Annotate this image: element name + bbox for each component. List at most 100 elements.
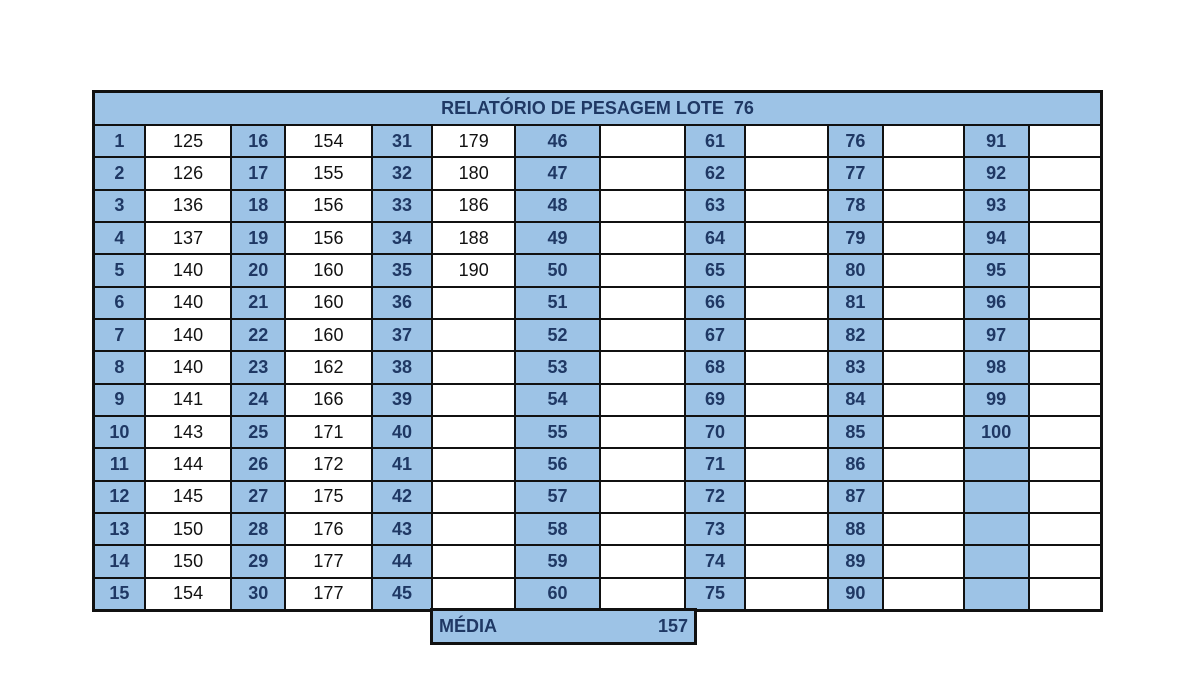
number-cell: 93	[964, 190, 1028, 221]
number-cell: 27	[232, 481, 285, 512]
number-cell: 17	[232, 158, 285, 189]
weight-cell	[746, 514, 828, 545]
number-cell: 98	[964, 352, 1028, 383]
weight-cell	[433, 578, 515, 609]
weight-cell	[1029, 158, 1100, 189]
weight-cell	[1029, 384, 1100, 415]
number-cell: 58	[516, 514, 599, 545]
number-cell: 94	[964, 223, 1028, 254]
number-cell: 9	[95, 384, 144, 415]
weight-cell	[433, 287, 515, 318]
weight-cell: 190	[433, 255, 515, 286]
weight-cell	[746, 320, 828, 351]
number-cell: 51	[516, 287, 599, 318]
number-cell: 53	[516, 352, 599, 383]
number-cell: 82	[829, 320, 882, 351]
weight-cell	[600, 320, 684, 351]
weight-cell: 188	[433, 223, 515, 254]
number-cell: 44	[372, 546, 432, 577]
weight-cell	[433, 384, 515, 415]
weight-cell	[1029, 126, 1100, 157]
number-cell: 55	[516, 417, 599, 448]
number-cell: 56	[516, 449, 599, 480]
number-cell: 95	[964, 255, 1028, 286]
average-label: MÉDIA	[439, 616, 497, 636]
number-cell: 64	[685, 223, 745, 254]
number-cell: 12	[95, 481, 144, 512]
weight-cell: 180	[433, 158, 515, 189]
weight-cell	[883, 514, 963, 545]
weight-cell	[600, 126, 684, 157]
number-cell: 72	[685, 481, 745, 512]
number-cell: 11	[95, 449, 144, 480]
number-cell: 4	[95, 223, 144, 254]
number-cell: 45	[372, 578, 432, 609]
weight-cell	[746, 546, 828, 577]
weight-cell: 154	[286, 126, 371, 157]
number-cell: 34	[372, 223, 432, 254]
weight-cell	[746, 190, 828, 221]
weight-cell	[883, 352, 963, 383]
weight-cell	[433, 417, 515, 448]
number-cell: 18	[232, 190, 285, 221]
number-cell: 99	[964, 384, 1028, 415]
number-cell: 85	[829, 417, 882, 448]
weight-cell	[883, 546, 963, 577]
weight-cell	[883, 578, 963, 609]
weight-cell	[600, 578, 684, 609]
number-cell: 76	[829, 126, 882, 157]
weight-cell: 160	[286, 320, 371, 351]
number-cell: 83	[829, 352, 882, 383]
number-cell: 38	[372, 352, 432, 383]
weight-cell: 171	[286, 417, 371, 448]
weight-cell	[746, 126, 828, 157]
weight-cell	[433, 320, 515, 351]
number-cell: 20	[232, 255, 285, 286]
number-cell: 80	[829, 255, 882, 286]
weight-cell: 125	[145, 126, 231, 157]
number-cell: 2	[95, 158, 144, 189]
number-cell	[964, 578, 1028, 609]
number-cell: 42	[372, 481, 432, 512]
weight-cell	[883, 255, 963, 286]
number-cell: 41	[372, 449, 432, 480]
weight-cell	[1029, 190, 1100, 221]
number-cell: 67	[685, 320, 745, 351]
number-cell	[964, 546, 1028, 577]
weight-cell: 150	[145, 514, 231, 545]
number-cell: 68	[685, 352, 745, 383]
weight-cell	[600, 158, 684, 189]
number-cell: 32	[372, 158, 432, 189]
weight-cell	[1029, 255, 1100, 286]
number-cell: 62	[685, 158, 745, 189]
weight-cell	[433, 546, 515, 577]
number-cell: 19	[232, 223, 285, 254]
number-cell: 91	[964, 126, 1028, 157]
weight-cell: 176	[286, 514, 371, 545]
number-cell: 28	[232, 514, 285, 545]
number-cell: 1	[95, 126, 144, 157]
number-cell: 14	[95, 546, 144, 577]
weight-cell	[433, 352, 515, 383]
number-cell: 71	[685, 449, 745, 480]
number-cell: 43	[372, 514, 432, 545]
number-cell: 87	[829, 481, 882, 512]
weight-cell	[883, 417, 963, 448]
weight-cell: 177	[286, 578, 371, 609]
number-cell: 70	[685, 417, 745, 448]
weight-cell	[600, 449, 684, 480]
weight-cell	[600, 352, 684, 383]
weight-cell: 177	[286, 546, 371, 577]
weight-cell: 140	[145, 287, 231, 318]
weight-cell	[600, 223, 684, 254]
weight-cell	[883, 449, 963, 480]
weight-cell	[1029, 578, 1100, 609]
number-cell: 97	[964, 320, 1028, 351]
number-cell: 96	[964, 287, 1028, 318]
weight-cell	[1029, 352, 1100, 383]
weight-cell	[433, 449, 515, 480]
number-cell: 77	[829, 158, 882, 189]
number-cell: 33	[372, 190, 432, 221]
number-cell: 25	[232, 417, 285, 448]
number-cell: 57	[516, 481, 599, 512]
